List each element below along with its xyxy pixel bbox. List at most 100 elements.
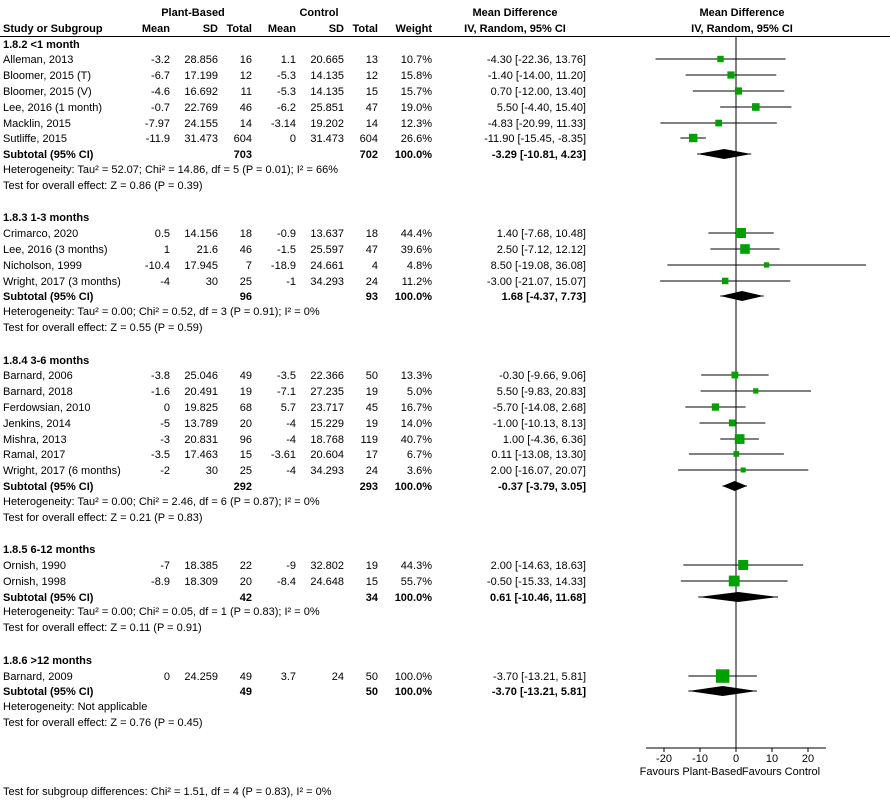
subgroup-difference-test: Test for subgroup differences: Chi² = 1.… <box>3 785 332 800</box>
overall-effect-text: Test for overall effect: Z = 0.86 (P = 0… <box>3 179 203 194</box>
treatment-sd: 28.856 <box>174 54 222 66</box>
treatment-sd: 19.825 <box>174 402 222 414</box>
treatment-mean: -3.8 <box>130 370 174 382</box>
study-ci-text: 5.50 [-4.40, 15.40] <box>436 102 594 114</box>
study-ci-text: -4.83 [-20.99, 11.33] <box>436 118 594 130</box>
control-mean: -3.14 <box>256 118 300 130</box>
subtotal-label: Subtotal (95% CI) <box>0 686 130 698</box>
subtotal-diamond <box>688 686 757 696</box>
control-sd: 20.665 <box>300 54 348 66</box>
favours-left-label: Favours Plant-Based <box>640 766 743 778</box>
control-total: 24 <box>348 276 382 288</box>
study-weight: 13.3% <box>382 370 436 382</box>
control-total: 47 <box>348 102 382 114</box>
control-sd: 24.648 <box>300 576 348 588</box>
effect-square <box>732 372 739 379</box>
subgroup-label: 1.8.5 6-12 months <box>0 544 594 556</box>
effect-square <box>735 434 745 444</box>
study-ci-text: -4.30 [-22.36, 13.76] <box>436 54 594 66</box>
subgroup-label: 1.8.4 3-6 months <box>0 355 594 367</box>
subtotal-control-total: 34 <box>348 592 382 604</box>
subgroup-label: 1.8.3 1-3 months <box>0 212 594 224</box>
study-ci-text: 1.40 [-7.68, 10.48] <box>436 228 594 240</box>
treatment-sd: 24.155 <box>174 118 222 130</box>
control-total: 4 <box>348 260 382 272</box>
control-total: 604 <box>348 133 382 145</box>
study-weight: 15.8% <box>382 70 436 82</box>
treatment-total: 19 <box>222 386 256 398</box>
subtotal-treatment-total: 96 <box>222 291 256 303</box>
treatment-mean: -2 <box>130 465 174 477</box>
treatment-sd: 18.385 <box>174 560 222 572</box>
treatment-sd: 25.046 <box>174 370 222 382</box>
control-mean: -18.9 <box>256 260 300 272</box>
treatment-sd: 14.156 <box>174 228 222 240</box>
overall-effect-text: Test for overall effect: Z = 0.55 (P = 0… <box>3 321 203 336</box>
subtotal-control-total: 293 <box>348 481 382 493</box>
control-sd: 14.135 <box>300 70 348 82</box>
treatment-mean: -4 <box>130 276 174 288</box>
study-ci-text: -11.90 [-15.45, -8.35] <box>436 133 594 145</box>
effect-square <box>752 103 760 111</box>
study-weight: 10.7% <box>382 54 436 66</box>
treatment-total: 20 <box>222 576 256 588</box>
control-mean: -0.9 <box>256 228 300 240</box>
control-total: 13 <box>348 54 382 66</box>
effect-square <box>717 56 723 62</box>
subtotal-diamond <box>720 291 764 301</box>
effect-square <box>716 669 730 683</box>
axis-tick-label: 20 <box>802 753 814 765</box>
control-mean: -6.2 <box>256 102 300 114</box>
treatment-mean: -1.6 <box>130 386 174 398</box>
treatment-mean: 0 <box>130 671 174 683</box>
forest-plot: Plant-Based Control Mean Difference Mean… <box>0 0 890 800</box>
treatment-total: 68 <box>222 402 256 414</box>
control-sd: 34.293 <box>300 276 348 288</box>
axis-tick-label: -20 <box>656 753 672 765</box>
treatment-mean: -5 <box>130 418 174 430</box>
subtotal-ci-text: 0.61 [-10.46, 11.68] <box>436 592 594 604</box>
study-name: Wright, 2017 (6 months) <box>0 465 130 477</box>
control-mean: -9 <box>256 560 300 572</box>
control-sd: 20.604 <box>300 449 348 461</box>
heterogeneity-text: Heterogeneity: Not applicable <box>3 700 147 715</box>
control-sd: 22.366 <box>300 370 348 382</box>
treatment-total: 604 <box>222 133 256 145</box>
treatment-sd: 17.199 <box>174 70 222 82</box>
treatment-total: 14 <box>222 118 256 130</box>
control-total: 19 <box>348 418 382 430</box>
study-weight: 26.6% <box>382 133 436 145</box>
control-mean: -1.5 <box>256 244 300 256</box>
overall-effect-text: Test for overall effect: Z = 0.11 (P = 0… <box>3 621 202 636</box>
study-ci-text: -0.30 [-9.66, 9.06] <box>436 370 594 382</box>
study-name: Jenkins, 2014 <box>0 418 130 430</box>
favours-right-label: Favours Control <box>742 766 820 778</box>
control-total: 12 <box>348 70 382 82</box>
treatment-total: 18 <box>222 228 256 240</box>
study-ci-text: -3.70 [-13.21, 5.81] <box>436 671 594 683</box>
treatment-mean: -7 <box>130 560 174 572</box>
subtotal-treatment-total: 42 <box>222 592 256 604</box>
study-weight: 100.0% <box>382 671 436 683</box>
control-mean: -4 <box>256 465 300 477</box>
study-ci-text: 0.70 [-12.00, 13.40] <box>436 86 594 98</box>
forest-plot-graphic: -20-1001020Favours Plant-BasedFavours Co… <box>594 0 890 800</box>
study-ci-text: 1.00 [-4.36, 6.36] <box>436 434 594 446</box>
heterogeneity-text: Heterogeneity: Tau² = 52.07; Chi² = 14.8… <box>3 163 338 178</box>
study-ci-text: 2.00 [-16.07, 20.07] <box>436 465 594 477</box>
study-ci-text: -5.70 [-14.08, 2.68] <box>436 402 594 414</box>
study-weight: 5.0% <box>382 386 436 398</box>
axis-tick-label: -10 <box>692 753 708 765</box>
subtotal-ci-text: 1.68 [-4.37, 7.73] <box>436 291 594 303</box>
control-total: 19 <box>348 386 382 398</box>
subtotal-treatment-total: 703 <box>222 149 256 161</box>
study-weight: 16.7% <box>382 402 436 414</box>
control-total: 14 <box>348 118 382 130</box>
treatment-sd: 30 <box>174 276 222 288</box>
treatment-total: 46 <box>222 244 256 256</box>
study-name: Bloomer, 2015 (V) <box>0 86 130 98</box>
study-ci-text: -1.40 [-14.00, 11.20] <box>436 70 594 82</box>
treatment-mean: 0.5 <box>130 228 174 240</box>
study-ci-text: -1.00 [-10.13, 8.13] <box>436 418 594 430</box>
control-sd: 27.235 <box>300 386 348 398</box>
